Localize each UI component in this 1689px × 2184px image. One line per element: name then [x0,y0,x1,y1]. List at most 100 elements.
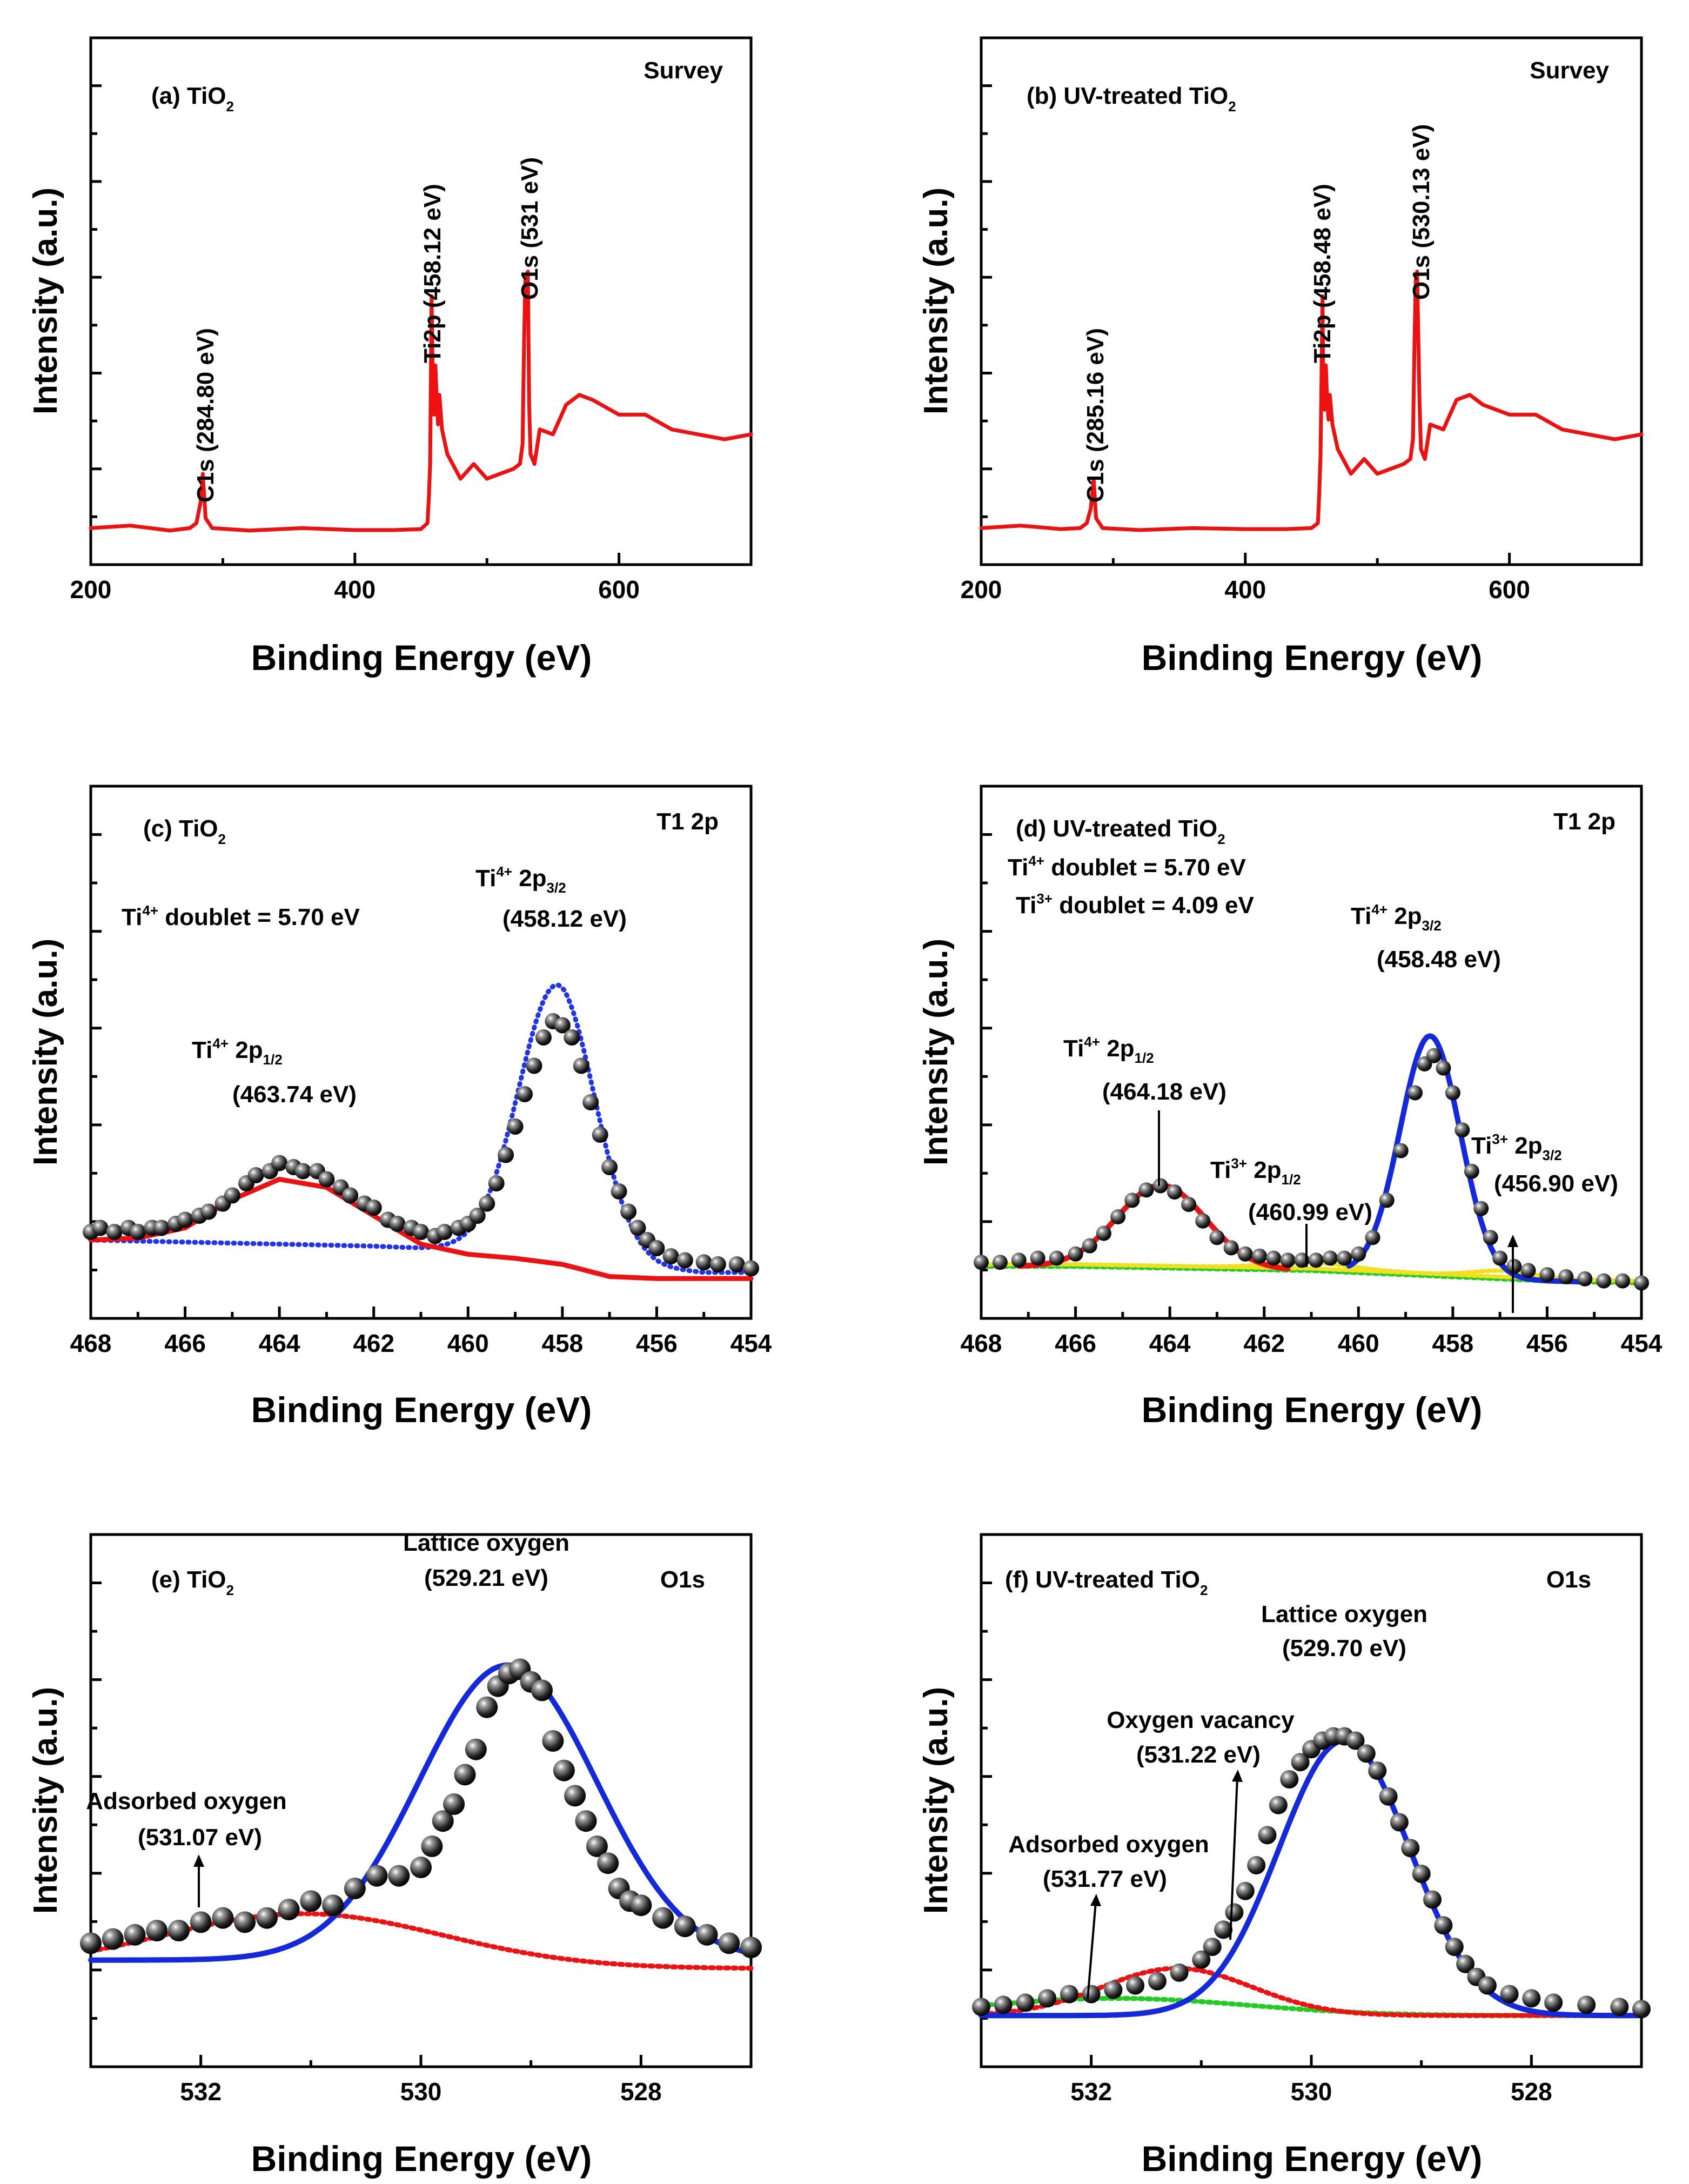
data-point [1237,1246,1253,1262]
panel-label: (a) TiO2 [151,83,234,115]
data-point [648,1240,665,1256]
data-point [1379,1787,1398,1806]
data-point [1520,1263,1536,1278]
data-point [526,1057,542,1074]
data-point [294,1163,311,1180]
x-axis-label: Binding Energy (eV) [251,1390,592,1430]
data-point [1558,1269,1574,1284]
c1s-peak-label: C1s (285.16 eV) [1082,328,1109,503]
x-tick-label: 400 [1224,575,1266,604]
x-tick-label: 454 [730,1329,772,1357]
data-point [1096,1225,1111,1241]
data-point [1539,1267,1555,1283]
data-point [1266,1250,1282,1266]
data-point [1209,1230,1225,1245]
data-point [247,1167,264,1183]
data-point [1269,1796,1288,1814]
region-label: Survey [1530,57,1609,84]
lattice-oxygen-value: (529.21 eV) [424,1565,548,1591]
data-point [410,1857,432,1878]
x-tick-label: 528 [620,2078,662,2106]
data-point [1368,1761,1387,1780]
data-point [740,1937,762,1959]
data-point [1322,1250,1338,1266]
lattice-oxygen-label: Lattice oxygen [1261,1601,1427,1627]
data-point [1225,1903,1244,1922]
x-axis-label: Binding Energy (eV) [251,2139,592,2179]
data-point [1577,1271,1593,1287]
adsorbed-oxygen-pointer [1087,1901,1097,2000]
data-point [1610,1998,1629,2016]
oxygen-vacancy-fit-line [978,1966,1644,2018]
data-point [972,1998,990,2016]
region-label: O1s [660,1566,705,1593]
data-point [1577,1995,1596,2014]
data-point [1445,1085,1460,1101]
x-tick-label: 532 [1070,2078,1112,2106]
data-point [1038,1989,1057,2008]
data-point [365,1200,382,1216]
data-point [212,1907,234,1929]
data-point [1082,1238,1097,1254]
data-point [1011,1252,1027,1268]
o1s-peak-label: O1s (530.13 eV) [1408,124,1435,300]
data-point [1126,1976,1145,1995]
data-point [676,1252,693,1269]
x-tick-label: 462 [353,1329,394,1357]
data-point [454,1764,476,1786]
data-point [517,1086,533,1102]
panel-label: (f) UV-treated TiO2 [1005,1566,1208,1598]
panel-label: (b) UV-treated TiO2 [1027,83,1236,115]
data-point [582,1094,599,1110]
data-point [1615,1273,1631,1289]
ti3-2p12-label: Ti3+ 2p1/2 [1210,1155,1301,1188]
x-tick-label: 466 [164,1329,206,1357]
data-point [1473,1201,1489,1216]
data-point [1544,1993,1563,2012]
plot-frame [89,36,753,566]
adsorbed-oxygen-label: Adsorbed oxygen [1008,1831,1209,1858]
data-point [1346,1731,1365,1750]
data-point [1016,1993,1035,2012]
data-point [389,1216,406,1232]
data-point [1483,1230,1498,1245]
ti4-doublet-label: Ti4+ doublet = 5.70 eV [1008,853,1246,881]
panel-f-o1s-uv-tio2: 532 530 528 (f) UV-treated TiO2 O1s Lattic… [917,1533,1651,2179]
data-point [432,1810,454,1832]
data-point [488,1175,505,1191]
data-point [498,1147,514,1163]
data-point [531,1679,553,1701]
x-tick-label: 530 [1291,2078,1332,2106]
data-point [1060,1985,1078,2004]
data-point [564,1029,580,1046]
x-axis-label: Binding Energy (eV) [1142,1390,1483,1430]
data-point [1522,1989,1541,2008]
data-point [629,1220,646,1236]
data-point [465,1738,487,1760]
x-tick-label: 528 [1511,2078,1552,2106]
data-point [421,1835,443,1857]
x-axis-label: Binding Energy (eV) [251,638,592,678]
data-point [479,1195,495,1212]
data-point [342,1187,359,1204]
data-point [1506,1258,1522,1274]
data-point [1049,1250,1064,1266]
data-point [1280,1252,1296,1268]
ti2p-peak-label: Ti2p (458.12 eV) [419,184,446,363]
data-point [601,1159,618,1175]
region-label: T1 2p [1553,808,1616,835]
ti3-2p32-arrowhead [1507,1235,1518,1247]
data-point [1124,1193,1140,1208]
data-point [1445,1938,1464,1957]
data-point [1357,1744,1376,1763]
y-axis-label: Intensity (a.u.) [27,187,64,414]
data-point [1148,1972,1167,1991]
data-point [1181,1197,1197,1212]
x-tick-label: 530 [400,2078,442,2106]
data-point [436,1224,453,1240]
data-point [1436,1060,1451,1076]
data-point [224,1187,240,1204]
data-point [1068,1246,1083,1262]
x-tick-label: 466 [1055,1329,1096,1357]
